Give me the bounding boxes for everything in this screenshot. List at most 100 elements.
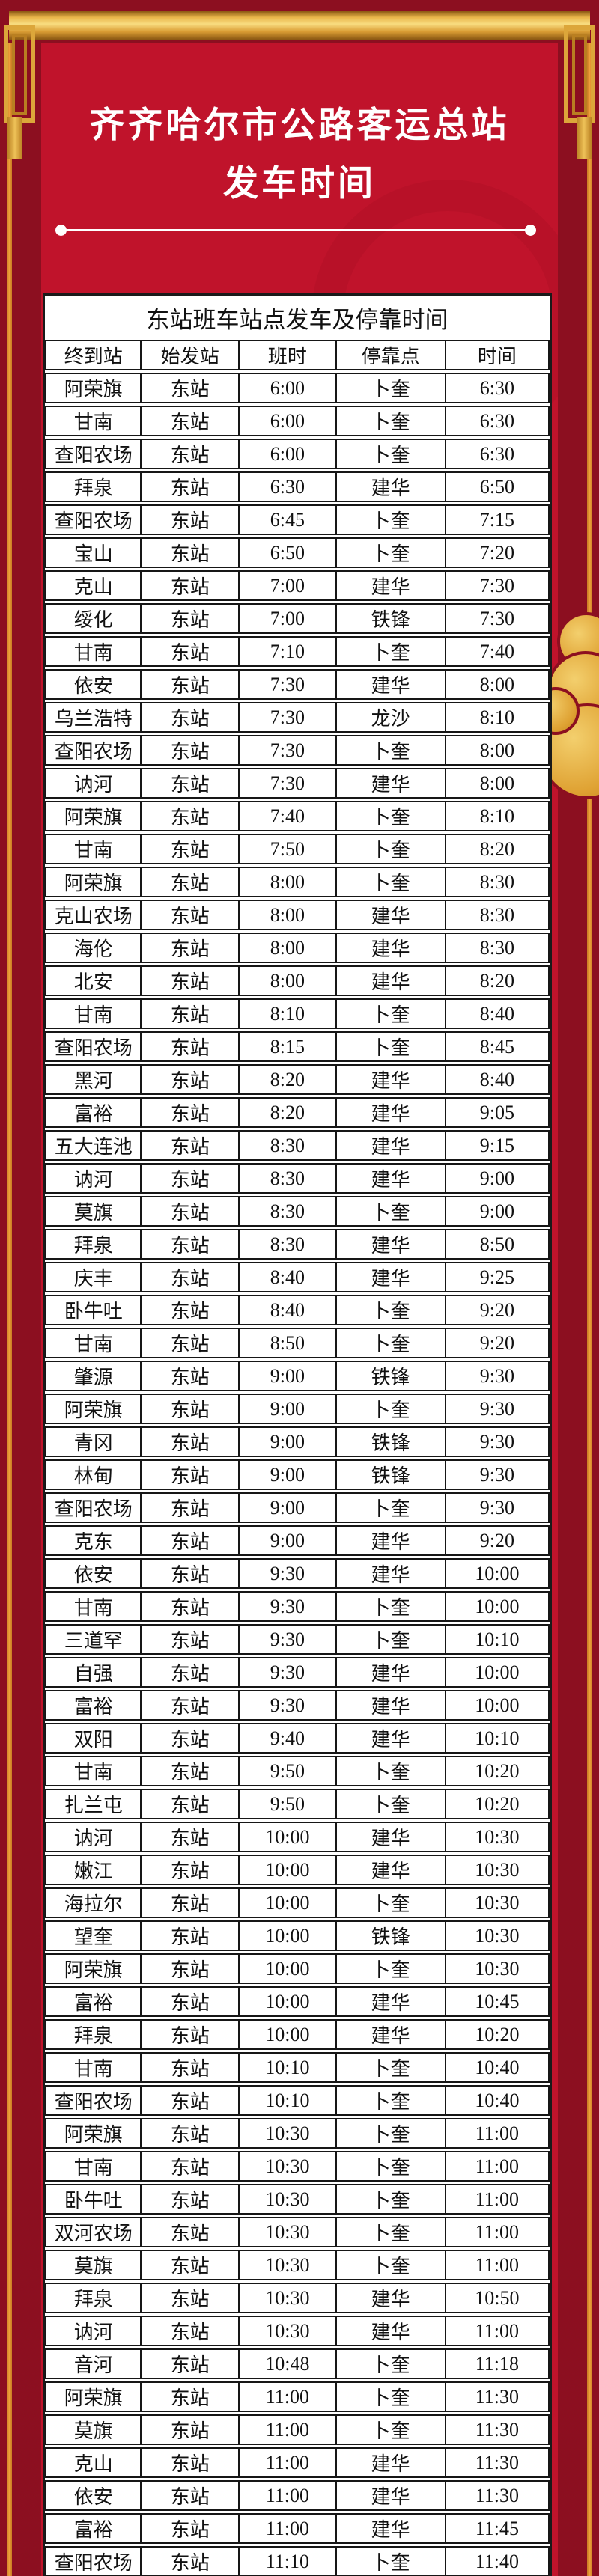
cell-time: 6:30 [446, 406, 550, 436]
cell-departure: 7:30 [240, 768, 337, 799]
cell-departure: 6:45 [240, 504, 337, 535]
cell-stop: 建华 [336, 1525, 446, 1556]
cell-destination: 查阳农场 [45, 2085, 142, 2116]
cell-departure: 10:30 [240, 2250, 337, 2280]
table-row: 甘南 东站 7:10 卜奎 7:40 [45, 636, 550, 667]
cell-time: 9:00 [446, 1163, 550, 1194]
cell-departure: 10:00 [240, 1986, 337, 2017]
cell-stop: 卜奎 [336, 2184, 446, 2215]
cell-time: 9:20 [446, 1328, 550, 1358]
cell-departure: 9:30 [240, 1624, 337, 1655]
table-row: 双阳 东站 9:40 建华 10:10 [45, 1723, 550, 1754]
table-row: 依安 东站 7:30 建华 8:00 [45, 669, 550, 700]
cell-departure: 8:20 [240, 1064, 337, 1095]
cell-origin: 东站 [142, 2184, 240, 2215]
cell-time: 7:20 [446, 537, 550, 568]
cell-time: 6:50 [446, 471, 550, 502]
cell-destination: 嫩江 [45, 1855, 142, 1885]
table-row: 莫旗 东站 10:30 卜奎 11:00 [45, 2250, 550, 2280]
table-row: 甘南 东站 6:00 卜奎 6:30 [45, 406, 550, 436]
cell-origin: 东站 [142, 1822, 240, 1852]
cell-destination: 甘南 [45, 834, 142, 864]
cell-origin: 东站 [142, 2217, 240, 2247]
table-row: 黑河 东站 8:20 建华 8:40 [45, 1064, 550, 1095]
cell-time: 11:00 [446, 2250, 550, 2280]
cell-origin: 东站 [142, 1163, 240, 1194]
cell-time: 10:00 [446, 1558, 550, 1589]
table-row: 三道罕 东站 9:30 卜奎 10:10 [45, 1624, 550, 1655]
cell-destination: 阿荣旗 [45, 2381, 142, 2412]
cell-stop: 卜奎 [336, 2250, 446, 2280]
cell-destination: 海拉尔 [45, 1887, 142, 1918]
cell-departure: 7:50 [240, 834, 337, 864]
cell-time: 6:30 [446, 373, 550, 403]
cell-stop: 卜奎 [336, 867, 446, 897]
cell-origin: 东站 [142, 735, 240, 766]
cell-destination: 讷河 [45, 1163, 142, 1194]
cell-destination: 富裕 [45, 1986, 142, 2017]
cell-origin: 东站 [142, 2118, 240, 2149]
frame-cap-right [577, 117, 592, 159]
cell-origin: 东站 [142, 1953, 240, 1984]
cell-time: 6:30 [446, 439, 550, 469]
table-row: 查阳农场 东站 6:00 卜奎 6:30 [45, 439, 550, 469]
table-row: 富裕 东站 10:00 建华 10:45 [45, 1986, 550, 2017]
cell-origin: 东站 [142, 1426, 240, 1457]
table-body: 阿荣旗 东站 6:00 卜奎 6:30 甘南 东站 6:00 卜奎 6:30 查阳农场 东站 6:00 卜… [45, 373, 550, 2576]
cell-departure: 9:00 [240, 1361, 337, 1391]
cell-destination: 讷河 [45, 1822, 142, 1852]
cell-departure: 8:00 [240, 965, 337, 996]
cell-departure: 9:40 [240, 1723, 337, 1754]
cell-destination: 双河农场 [45, 2217, 142, 2247]
left-border-band [0, 0, 41, 2576]
cell-time: 8:40 [446, 1064, 550, 1095]
cell-stop: 铁锋 [336, 1361, 446, 1391]
cell-time: 8:30 [446, 900, 550, 930]
cell-stop: 建华 [336, 1657, 446, 1688]
cell-stop: 建华 [336, 2447, 446, 2478]
table-row: 查阳农场 东站 7:30 卜奎 8:00 [45, 735, 550, 766]
cell-departure: 8:40 [240, 1262, 337, 1292]
cell-origin: 东站 [142, 2414, 240, 2445]
table-row: 阿荣旗 东站 10:00 卜奎 10:30 [45, 1953, 550, 1984]
cell-stop: 建华 [336, 2019, 446, 2050]
cell-destination: 查阳农场 [45, 2546, 142, 2576]
cell-stop: 卜奎 [336, 1295, 446, 1325]
table-row: 音河 东站 10:48 卜奎 11:18 [45, 2348, 550, 2379]
cell-stop: 建华 [336, 1822, 446, 1852]
cell-destination: 扎兰屯 [45, 1789, 142, 1819]
table-row: 海拉尔 东站 10:00 卜奎 10:30 [45, 1887, 550, 1918]
table-row: 拜泉 东站 6:30 建华 6:50 [45, 471, 550, 502]
cell-origin: 东站 [142, 2348, 240, 2379]
cell-departure: 10:00 [240, 1920, 337, 1951]
cell-origin: 东站 [142, 537, 240, 568]
schedule-table: 终到站 始发站 班时 停靠点 时间 阿荣旗 东站 6:00 卜奎 6:30 甘南 东站 6:0… [45, 338, 550, 2576]
cell-origin: 东站 [142, 2447, 240, 2478]
cell-stop: 铁锋 [336, 1920, 446, 1951]
cell-departure: 9:50 [240, 1756, 337, 1786]
cell-destination: 甘南 [45, 2151, 142, 2182]
cell-destination: 莫旗 [45, 2250, 142, 2280]
cell-destination: 卧牛吐 [45, 1295, 142, 1325]
cell-destination: 音河 [45, 2348, 142, 2379]
cell-origin: 东站 [142, 2381, 240, 2412]
cell-origin: 东站 [142, 1558, 240, 1589]
cell-time: 10:45 [446, 1986, 550, 2017]
cell-stop: 卜奎 [336, 1887, 446, 1918]
cell-departure: 10:30 [240, 2283, 337, 2313]
table-header-row: 终到站 始发站 班时 停靠点 时间 [45, 340, 550, 370]
cell-stop: 建华 [336, 1855, 446, 1885]
cell-destination: 莫旗 [45, 2414, 142, 2445]
table-row: 克山 东站 7:00 建华 7:30 [45, 570, 550, 601]
cell-stop: 卜奎 [336, 2348, 446, 2379]
cell-time: 10:00 [446, 1690, 550, 1721]
cell-stop: 建华 [336, 1690, 446, 1721]
cell-stop: 卜奎 [336, 735, 446, 766]
cell-departure: 10:10 [240, 2052, 337, 2083]
table-row: 甘南 东站 9:50 卜奎 10:20 [45, 1756, 550, 1786]
cell-destination: 甘南 [45, 1756, 142, 1786]
header-stop: 停靠点 [336, 340, 446, 370]
cell-departure: 8:30 [240, 1163, 337, 1194]
divider-line [55, 225, 536, 236]
cell-destination: 克山 [45, 2447, 142, 2478]
